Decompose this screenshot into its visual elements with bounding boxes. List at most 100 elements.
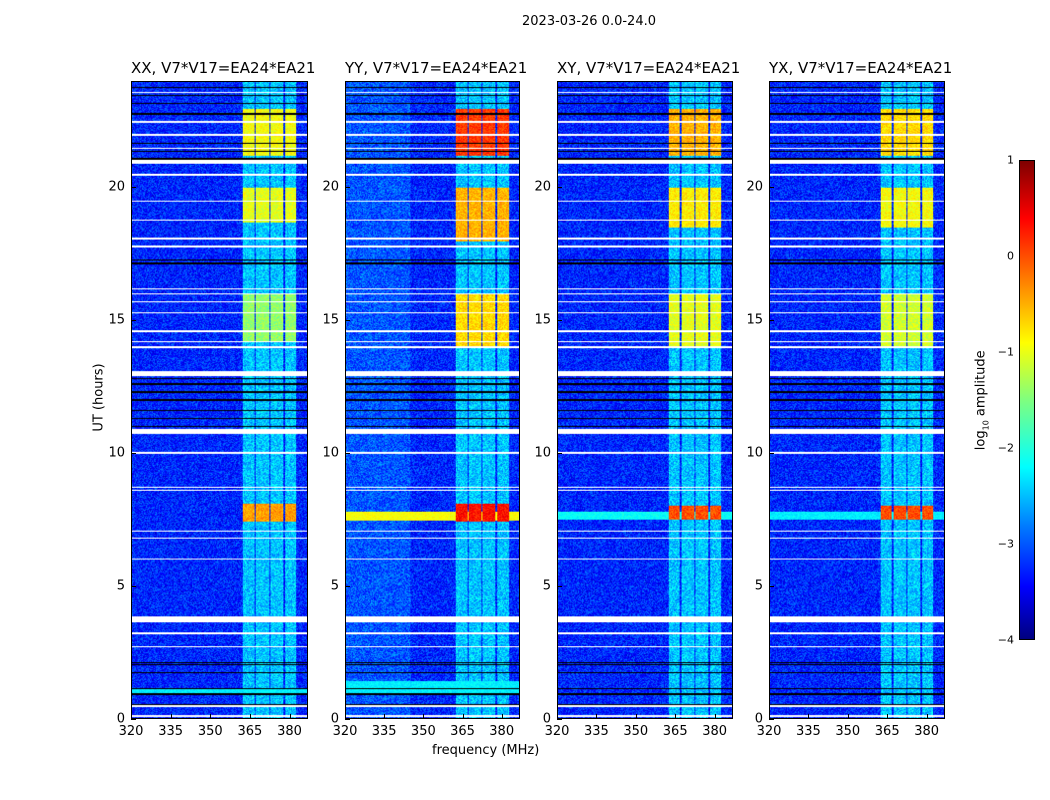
x-tick-mark <box>423 714 425 719</box>
colorbar-tick-label: 0 <box>1007 249 1014 263</box>
y-tick-mark <box>345 187 350 189</box>
x-tick-label: 350 <box>410 724 436 739</box>
y-tick-mark <box>769 187 774 189</box>
x-tick-mark <box>635 714 637 719</box>
y-tick-mark <box>345 320 350 322</box>
y-tick-label: 5 <box>754 578 763 594</box>
y-tick-label: 5 <box>116 578 125 594</box>
x-tick-mark <box>714 714 716 719</box>
y-tick-mark <box>131 453 136 455</box>
y-tick-label: 20 <box>322 179 339 195</box>
colorbar-label-rest: amplitude <box>973 350 989 421</box>
x-tick-label: 320 <box>756 724 782 739</box>
x-tick-label: 320 <box>544 724 570 739</box>
colorbar-tick-label: −3 <box>997 537 1014 551</box>
x-tick-label: 335 <box>158 724 184 739</box>
x-tick-label: 380 <box>914 724 940 739</box>
y-tick-mark <box>557 719 562 720</box>
y-tick-mark <box>769 453 774 455</box>
x-tick-mark <box>249 714 251 719</box>
y-tick-mark <box>131 719 136 720</box>
y-tick-mark <box>345 586 350 588</box>
y-tick-mark <box>131 320 136 322</box>
heatmap-image <box>558 82 732 718</box>
spectrogram-panel <box>769 81 945 719</box>
x-tick-mark <box>501 714 503 719</box>
y-tick-label: 0 <box>116 711 125 727</box>
x-tick-label: 335 <box>371 724 397 739</box>
x-tick-mark <box>596 714 598 719</box>
y-tick-mark <box>769 320 774 322</box>
x-tick-mark <box>557 714 558 719</box>
x-tick-mark <box>926 714 928 719</box>
heatmap-image <box>346 82 519 718</box>
x-tick-label: 380 <box>702 724 728 739</box>
heatmap-image <box>132 82 307 718</box>
y-tick-mark <box>769 586 774 588</box>
y-tick-label: 20 <box>746 179 763 195</box>
y-tick-label: 0 <box>754 711 763 727</box>
y-tick-label: 0 <box>330 711 339 727</box>
x-tick-mark <box>210 714 212 719</box>
panel-title: YX, V7*V17=EA24*EA21 <box>769 59 953 77</box>
y-tick-mark <box>345 719 350 720</box>
y-tick-mark <box>769 719 774 720</box>
x-tick-mark <box>131 714 132 719</box>
y-tick-mark <box>557 586 562 588</box>
y-tick-label: 15 <box>534 312 551 328</box>
x-tick-label: 335 <box>795 724 821 739</box>
y-tick-label: 15 <box>322 312 339 328</box>
colorbar-tick-label: −1 <box>997 345 1014 359</box>
y-tick-mark <box>131 586 136 588</box>
x-tick-label: 380 <box>277 724 302 739</box>
x-tick-label: 320 <box>118 724 144 739</box>
x-tick-mark <box>170 714 172 719</box>
spectrogram-panel <box>131 81 308 719</box>
x-tick-mark <box>289 714 291 719</box>
x-tick-label: 365 <box>874 724 900 739</box>
panel-title: XX, V7*V17=EA24*EA21 <box>131 59 316 77</box>
y-tick-label: 10 <box>322 445 339 461</box>
x-tick-label: 365 <box>662 724 688 739</box>
y-tick-label: 5 <box>330 578 339 594</box>
x-tick-mark <box>887 714 889 719</box>
y-tick-mark <box>557 320 562 322</box>
y-tick-label: 5 <box>542 578 551 594</box>
spectrogram-panel <box>557 81 733 719</box>
y-axis-label: UT (hours) <box>91 363 107 432</box>
x-tick-mark <box>847 714 849 719</box>
y-tick-mark <box>557 453 562 455</box>
y-tick-mark <box>131 187 136 189</box>
y-tick-mark <box>345 453 350 455</box>
y-tick-label: 15 <box>108 312 125 328</box>
colorbar-tick-label: 1 <box>1007 153 1014 167</box>
colorbar <box>1019 160 1035 640</box>
panel-title: XY, V7*V17=EA24*EA21 <box>557 59 741 77</box>
y-tick-label: 10 <box>534 445 551 461</box>
x-tick-label: 380 <box>489 724 515 739</box>
x-tick-label: 350 <box>197 724 223 739</box>
x-tick-label: 365 <box>237 724 263 739</box>
y-tick-label: 10 <box>746 445 763 461</box>
y-tick-label: 10 <box>108 445 125 461</box>
x-tick-label: 365 <box>450 724 475 739</box>
x-tick-mark <box>384 714 386 719</box>
y-tick-mark <box>557 187 562 189</box>
x-tick-mark <box>345 714 346 719</box>
x-tick-mark <box>462 714 464 719</box>
x-tick-mark <box>808 714 810 719</box>
colorbar-label-sub: 10 <box>981 420 991 431</box>
panel-title: YY, V7*V17=EA24*EA21 <box>345 59 528 77</box>
colorbar-tick-label: −2 <box>997 441 1014 455</box>
figure-title: 2023-03-26 0.0-24.0 <box>522 14 656 29</box>
x-axis-label: frequency (MHz) <box>432 743 540 758</box>
y-tick-label: 0 <box>542 711 551 727</box>
x-tick-label: 350 <box>835 724 861 739</box>
x-tick-mark <box>675 714 677 719</box>
x-tick-mark <box>769 714 770 719</box>
x-tick-label: 350 <box>623 724 649 739</box>
x-tick-label: 335 <box>583 724 609 739</box>
colorbar-label-log: log <box>973 430 989 451</box>
y-tick-label: 15 <box>746 312 763 328</box>
